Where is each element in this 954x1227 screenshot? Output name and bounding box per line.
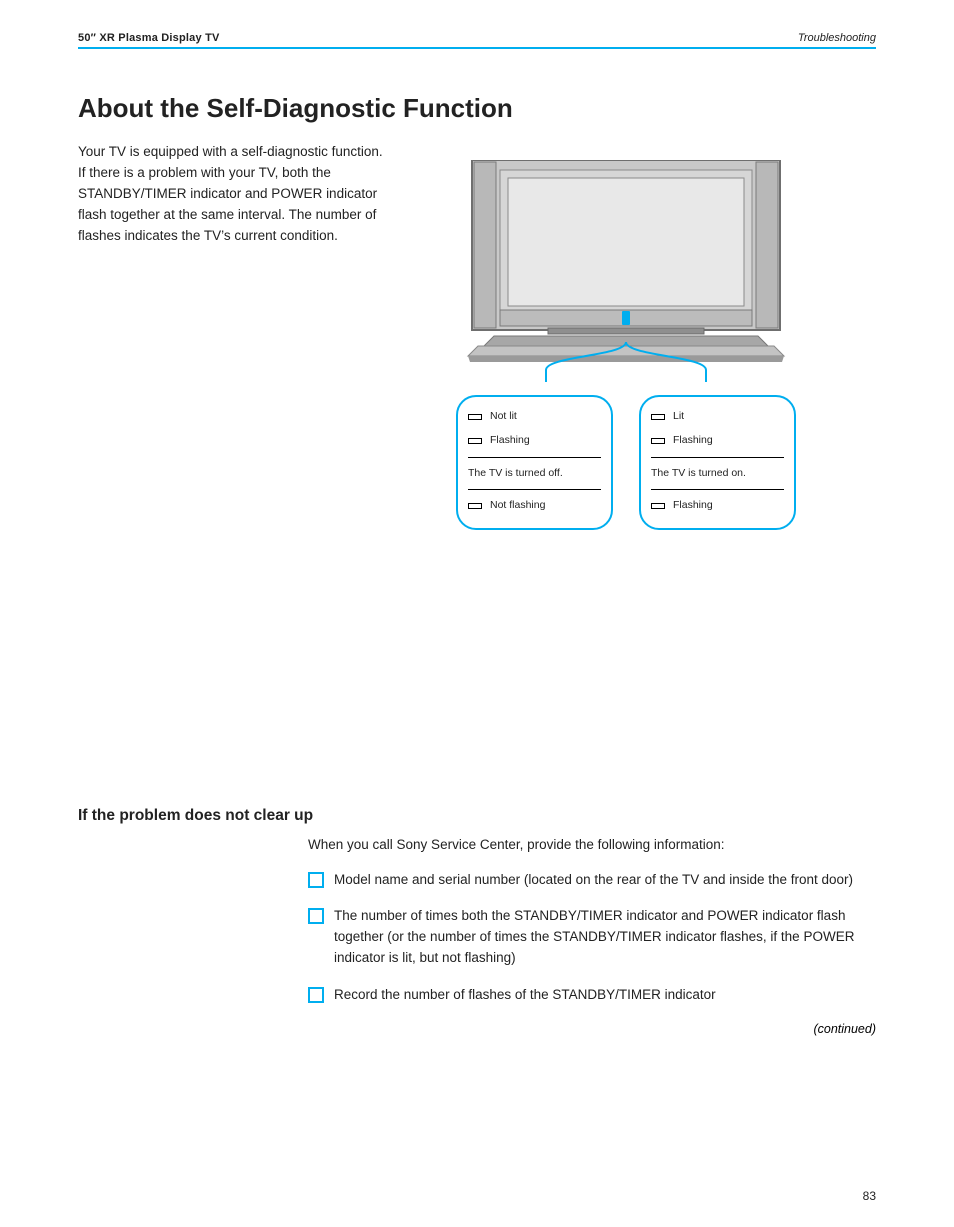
callout-divider: [468, 457, 601, 458]
section-title: About the Self-Diagnostic Function: [78, 93, 876, 124]
callout-row-item: Flashing: [468, 433, 601, 449]
indicator-box: [651, 414, 665, 420]
callout-divider: [651, 489, 784, 490]
indicator-box: [468, 438, 482, 444]
bullet-item: Model name and serial number (located on…: [308, 870, 858, 891]
indicator-label: Flashing: [490, 433, 530, 449]
bullet-item: Record the number of flashes of the STAN…: [308, 985, 858, 1006]
callout-standby: Not lit Flashing The TV is turned off. N…: [456, 395, 613, 530]
indicator-label: Lit: [673, 409, 684, 425]
header-right: Troubleshooting: [798, 32, 876, 44]
callout-row-item: Not flashing: [468, 498, 601, 514]
callout-row: Not lit Flashing The TV is turned off. N…: [456, 395, 796, 530]
callout-divider: [651, 457, 784, 458]
running-header: 50″ XR Plasma Display TV Troubleshooting: [78, 28, 876, 44]
continued-label: (continued): [78, 1022, 876, 1036]
callout-row-item: Flashing: [651, 498, 784, 514]
subsection-title: If the problem does not clear up: [78, 807, 876, 825]
indicator-label: Not flashing: [490, 498, 545, 514]
lead-paragraph: Your TV is equipped with a self-diagnost…: [78, 142, 388, 247]
callout-divider: [468, 489, 601, 490]
indicator-label: Not lit: [490, 409, 517, 425]
indicator-label: Flashing: [673, 498, 713, 514]
callout-power: Lit Flashing The TV is turned on. Flashi…: [639, 395, 796, 530]
page-number: 83: [863, 1189, 876, 1203]
tv-figure: Not lit Flashing The TV is turned off. N…: [456, 160, 796, 530]
indicator-box: [468, 503, 482, 509]
indicator-box: [468, 414, 482, 420]
indicator-box: [651, 438, 665, 444]
bullet-item: The number of times both the STANDBY/TIM…: [308, 906, 858, 969]
callout-row-item: Not lit: [468, 409, 601, 425]
header-rule: [78, 47, 876, 49]
callout-state: The TV is turned off.: [468, 466, 601, 482]
header-left: 50″ XR Plasma Display TV: [78, 32, 220, 44]
tv-illustration: [456, 160, 796, 365]
indicator-box: [651, 503, 665, 509]
page: 50″ XR Plasma Display TV Troubleshooting…: [0, 0, 954, 1227]
callout-row-item: Lit: [651, 409, 784, 425]
callout-row-item: Flashing: [651, 433, 784, 449]
callout-state: The TV is turned on.: [651, 466, 784, 482]
bullet-list: Model name and serial number (located on…: [308, 870, 876, 1007]
indicator-label: Flashing: [673, 433, 713, 449]
subsection-lead: When you call Sony Service Center, provi…: [308, 835, 876, 856]
